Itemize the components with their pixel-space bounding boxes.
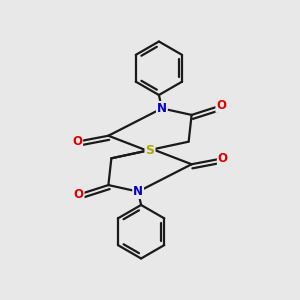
Text: N: N <box>157 102 167 115</box>
Text: O: O <box>218 152 228 165</box>
Text: S: S <box>146 143 154 157</box>
Text: O: O <box>216 99 226 112</box>
Text: O: O <box>74 188 84 201</box>
Text: O: O <box>72 135 82 148</box>
Text: N: N <box>133 185 143 198</box>
